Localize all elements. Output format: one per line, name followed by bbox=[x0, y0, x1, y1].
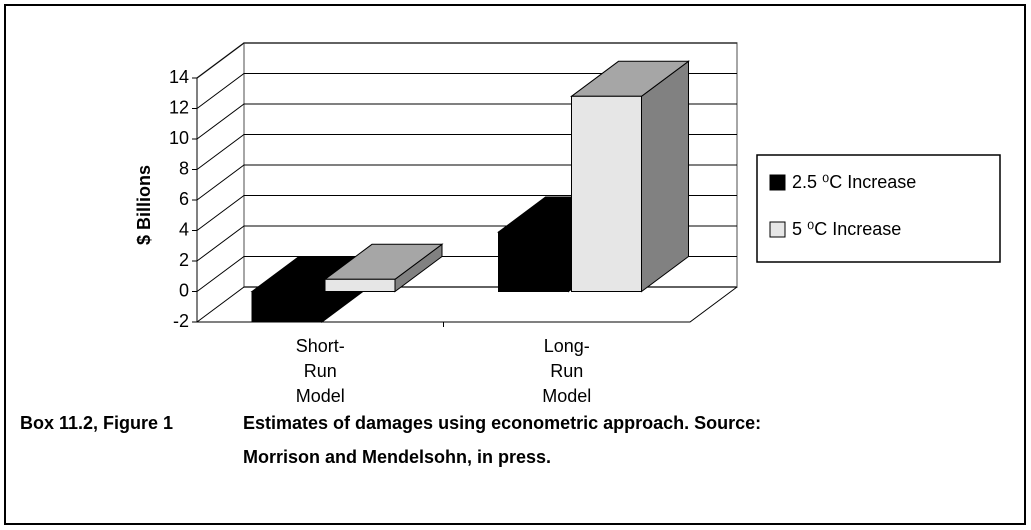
y-tick-label: 0 bbox=[179, 280, 189, 300]
y-tick-label: -2 bbox=[173, 311, 189, 331]
legend-label: 5 ⁰C Increase bbox=[792, 219, 901, 239]
bar bbox=[324, 278, 396, 292]
y-axis-title: $ Billions bbox=[134, 165, 154, 245]
caption-label: Box 11.2, Figure 1 bbox=[20, 413, 174, 433]
legend-swatch bbox=[769, 221, 786, 238]
y-tick-label: 6 bbox=[179, 189, 189, 209]
y-tick-label: 10 bbox=[169, 128, 189, 148]
floor bbox=[197, 286, 738, 323]
legend bbox=[756, 154, 1001, 263]
legend-label: 2.5 ⁰C Increase bbox=[792, 172, 916, 192]
y-tick-label: 12 bbox=[169, 97, 189, 117]
y-tick-label: 2 bbox=[179, 250, 189, 270]
x-tick-label: Long- Run Model bbox=[542, 336, 592, 406]
caption: Estimates of damages using econometric a… bbox=[243, 413, 762, 467]
y-tick-label: 4 bbox=[179, 219, 189, 239]
bar bbox=[498, 231, 569, 292]
bar bbox=[251, 291, 323, 323]
y-tick-label: 14 bbox=[169, 67, 189, 87]
frame bbox=[4, 4, 1026, 525]
grid-line bbox=[196, 42, 737, 79]
bar-side bbox=[641, 60, 689, 293]
y-tick-label: 8 bbox=[179, 158, 189, 178]
legend-swatch bbox=[769, 174, 786, 191]
grid-line bbox=[196, 73, 737, 109]
bar bbox=[571, 95, 642, 292]
x-tick-label: Short- Run Model bbox=[295, 336, 345, 406]
